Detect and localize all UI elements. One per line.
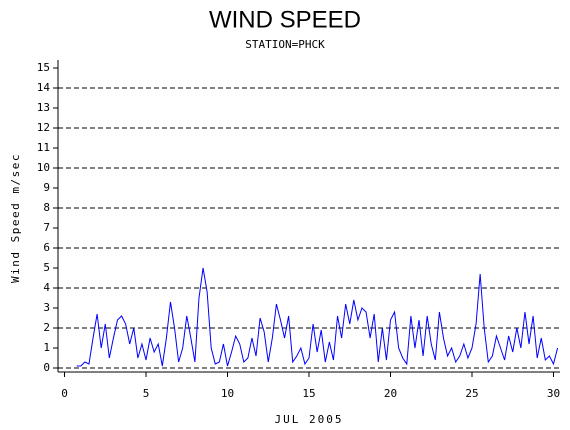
chart-title: WIND SPEED: [209, 6, 361, 33]
y-tick-label: 9: [43, 181, 50, 194]
x-tick-label: 10: [221, 387, 234, 400]
x-tick-label: 20: [384, 387, 397, 400]
x-tick-label: 15: [302, 387, 315, 400]
y-tick-label: 8: [43, 201, 50, 214]
x-axis-label: JUL 2005: [275, 413, 344, 426]
y-tick-label: 4: [43, 281, 50, 294]
y-tick-label: 13: [37, 101, 50, 114]
y-tick-label: 14: [37, 81, 51, 94]
wind-speed-line: [76, 267, 559, 367]
y-tick-label: 1: [43, 341, 50, 354]
x-tick-label: 25: [465, 387, 478, 400]
y-tick-label: 3: [43, 301, 50, 314]
x-tick-label: 0: [61, 387, 68, 400]
y-tick-label: 10: [37, 161, 50, 174]
y-tick-label: 5: [43, 261, 50, 274]
y-tick-label: 2: [43, 321, 50, 334]
x-tick-label: 30: [547, 387, 560, 400]
y-tick-label: 6: [43, 241, 50, 254]
y-tick-label: 11: [37, 141, 50, 154]
y-tick-label: 0: [43, 361, 50, 374]
y-tick-label: 7: [43, 221, 50, 234]
x-tick-label: 5: [143, 387, 150, 400]
y-tick-label: 15: [37, 61, 50, 74]
y-tick-label: 12: [37, 121, 50, 134]
chart-subtitle: STATION=PHCK: [245, 38, 325, 51]
y-axis-label: Wind Speed m/sec: [9, 153, 22, 283]
